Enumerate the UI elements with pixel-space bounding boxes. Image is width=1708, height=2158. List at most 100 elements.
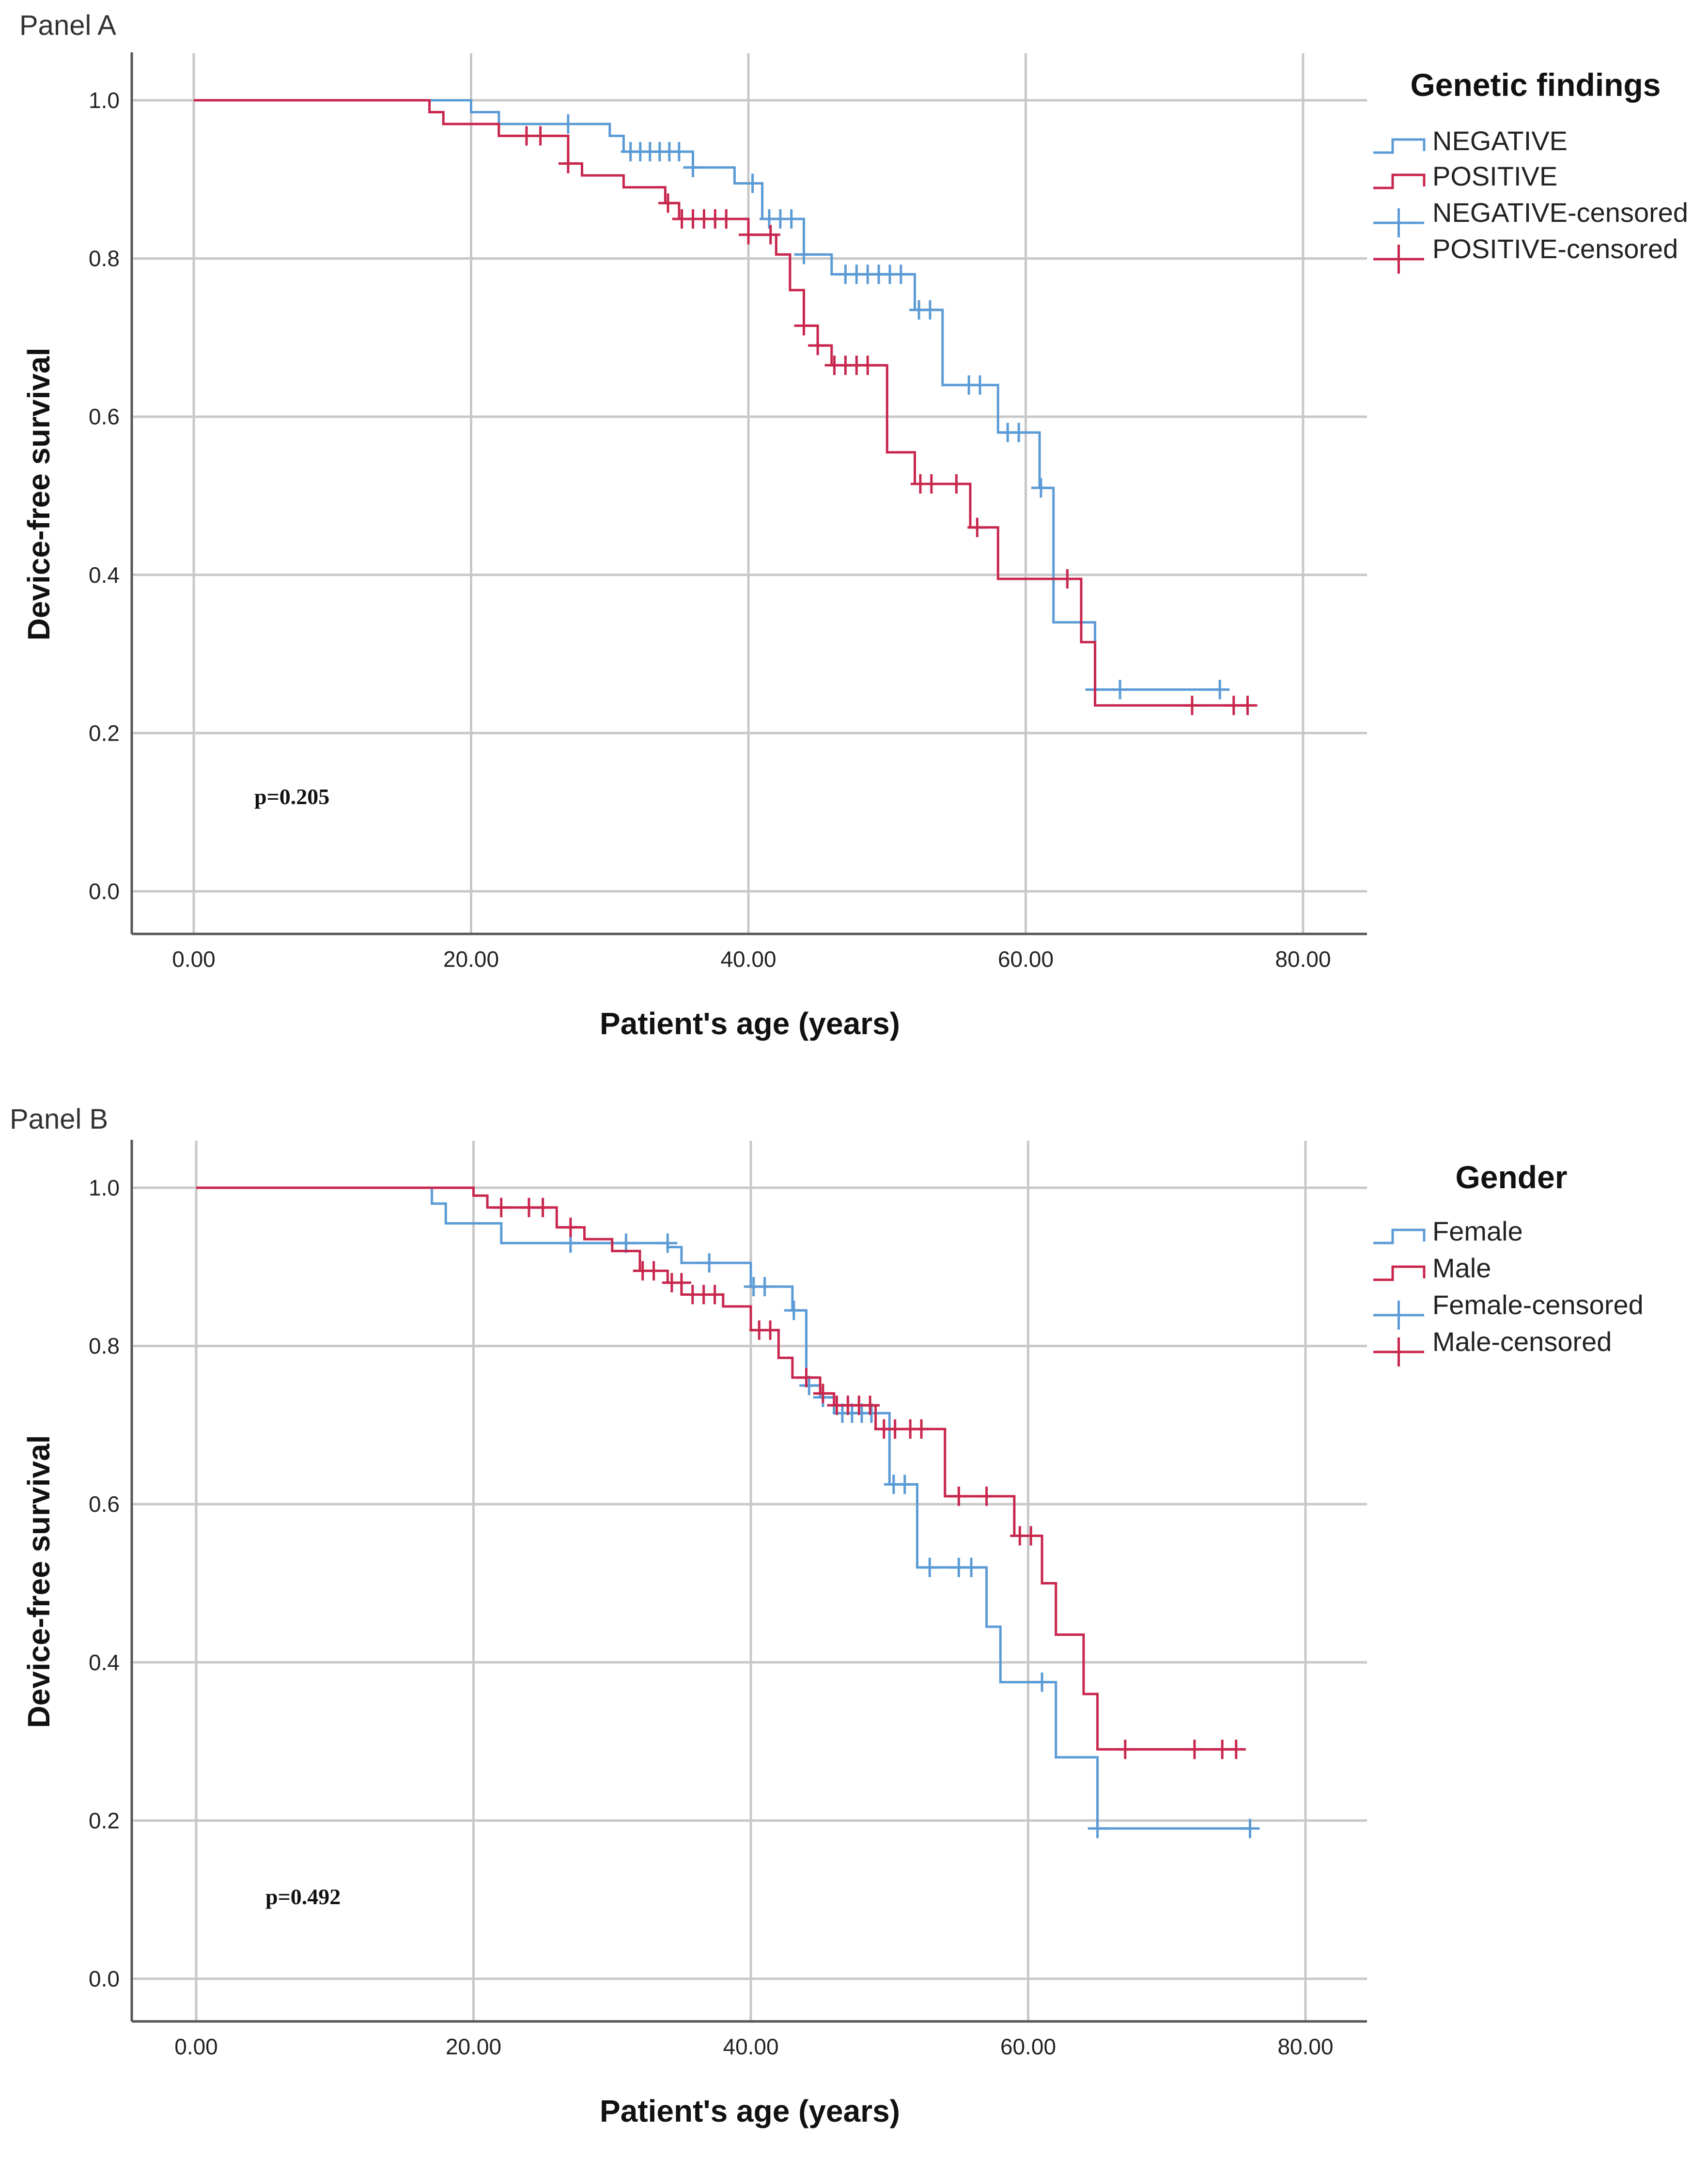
censor-mark [1185,1739,1204,1759]
x-tick-label: 20.00 [443,947,499,972]
legend: Genetic findings NEGATIVE POSITIVE NEGAT… [1373,67,1688,274]
censor-mark [743,173,762,193]
legend-entry-positive: POSITIVE [1432,161,1557,191]
censor-mark [1182,696,1202,715]
panel-title: Panel A [19,10,116,41]
censor-mark [1009,422,1029,442]
censor-mark [669,142,689,162]
censor-mark [808,336,828,356]
censor-mark [560,1217,580,1237]
panel-b-female-curve [196,1186,1250,1830]
y-tick-label: 0.6 [89,1491,120,1517]
x-tick-label: 0.00 [172,947,216,972]
panel-b: Panel B 0.00 20.00 40.00 60.00 80.00 0.0 0.2 0.… [0,1087,1708,2158]
y-tick-label: 0.2 [89,720,120,745]
censor-mark [970,375,990,395]
x-tick-label: 40.00 [720,947,776,972]
x-tick-label: 20.00 [446,2034,501,2059]
censor-mark [761,225,780,245]
censor-mark [860,1396,880,1415]
y-tick-label: 0.4 [89,562,120,588]
censor-mark [1238,696,1258,715]
censor-mark [1240,1818,1260,1838]
censor-mark [1057,569,1077,589]
censor-mark [658,1233,678,1253]
panel-a-negative-curve [194,99,1220,691]
x-tick-label: 40.00 [723,2034,778,2059]
censor-mark [705,1285,725,1304]
legend-entry-positive-censored: POSITIVE-censored [1432,233,1678,264]
censor-mark [1031,478,1051,498]
legend-title: Genetic findings [1410,67,1661,103]
x-tick-label: 60.00 [998,947,1054,972]
y-tick-label: 0.2 [89,1808,120,1833]
legend-censor-symbol [1373,208,1424,237]
censor-mark [796,1367,816,1387]
censor-mark [920,300,940,320]
x-axis-label: Patient's age (years) [600,1006,900,1041]
kaplan-meier-chart-b: Panel B 0.00 20.00 40.00 60.00 80.00 0.0 0.2 0.… [10,1103,1644,2128]
legend-line-symbol [1373,138,1426,154]
censor-mark [794,316,814,336]
legend: Gender Female Male Female-censored Male-… [1373,1159,1644,1366]
x-axis-label: Patient's age (years) [600,2094,900,2128]
p-value-annotation: p=0.205 [254,784,329,809]
y-tick-label: 0.0 [89,879,120,904]
censor-mark [533,1197,553,1217]
y-tick-label: 1.0 [89,1175,120,1200]
censor-mark [784,1301,804,1320]
censor-mark [891,264,911,284]
legend-entry-negative: NEGATIVE [1432,125,1568,156]
censor-mark [761,1320,780,1340]
censor-mark [947,474,966,494]
legend-line-symbol [1373,1265,1426,1281]
panel-a: Panel A 0.00 20.00 40.00 60.00 80.00 0.0 0.2 0.… [0,0,1708,1071]
censor-mark [1210,680,1230,699]
censor-mark [1087,1818,1107,1838]
legend-censor-symbol [1373,1337,1424,1366]
censor-mark [977,1486,996,1506]
legend-title: Gender [1455,1159,1567,1195]
censor-mark [794,245,814,264]
y-axis-label: Device-free survival [21,1435,56,1728]
censor-mark [699,1253,719,1273]
legend-entry-male: Male [1432,1253,1491,1283]
y-tick-label: 0.8 [89,1334,120,1359]
censor-mark [895,1475,915,1494]
legend-censor-symbol [1373,245,1424,274]
y-axis-label: Device-free survival [21,348,56,641]
censor-mark [967,517,987,537]
censor-mark [912,1419,932,1439]
censor-mark [644,1261,664,1281]
legend-line-symbol [1373,1228,1426,1244]
x-tick-label: 60.00 [1000,2034,1056,2059]
censor-mark [683,157,703,177]
censor-mark [949,1486,969,1506]
censor-mark [1226,1739,1246,1759]
legend-line-symbol [1373,173,1426,189]
legend-entry-female-censored: Female-censored [1432,1289,1644,1320]
censor-mark [491,1197,511,1217]
censor-mark [558,114,578,134]
censor-mark [658,193,678,213]
censor-mark [813,1383,833,1403]
censor-mark [781,209,801,229]
censor-mark [616,1233,636,1253]
censor-mark [1021,1526,1041,1546]
censor-mark [716,209,736,229]
y-tick-label: 0.0 [89,1966,120,1991]
x-tick-label: 80.00 [1277,2034,1333,2059]
legend-entry-male-censored: Male-censored [1432,1326,1612,1357]
censor-mark [530,126,550,146]
y-tick-label: 0.6 [89,404,120,429]
censor-mark [1032,1672,1052,1692]
panel-title: Panel B [10,1103,108,1135]
censor-mark [962,1557,981,1577]
censor-mark [799,1376,819,1396]
p-value-annotation: p=0.492 [265,1884,341,1909]
censor-mark [755,1277,775,1297]
panel-a-positive-curve [194,99,1248,707]
censor-mark [921,474,941,494]
censor-mark [920,1557,940,1577]
x-tick-label: 0.00 [174,2034,218,2059]
